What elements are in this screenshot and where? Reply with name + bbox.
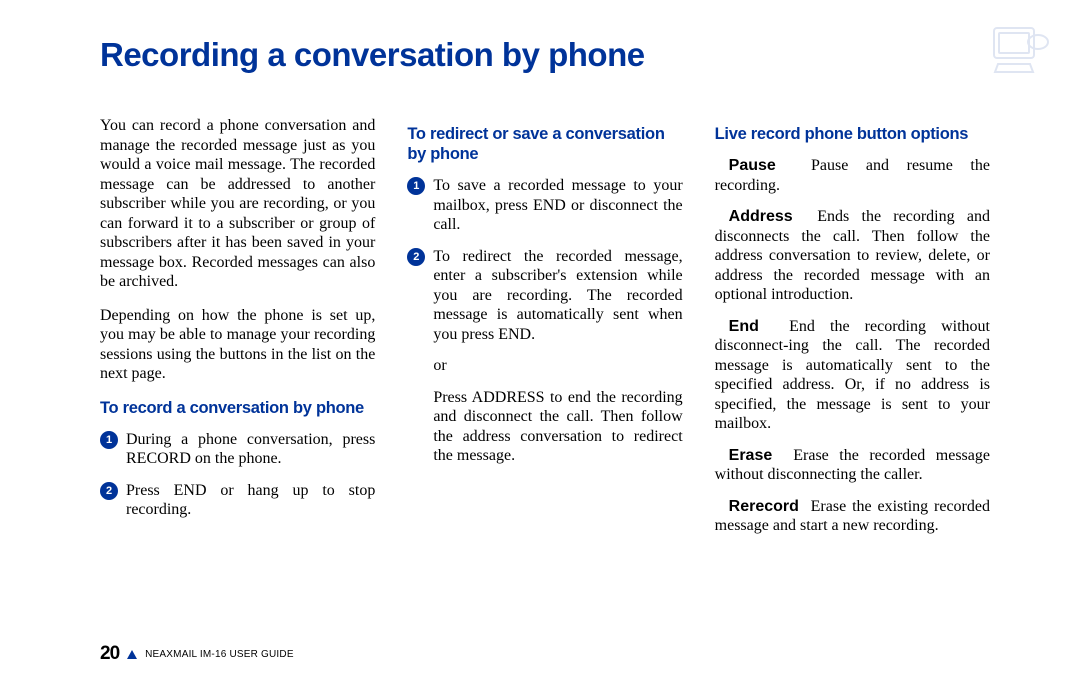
step-text: Press END or hang up to stop recording.	[126, 481, 375, 520]
section-heading-redirect: To redirect or save a conversation by ph…	[407, 124, 682, 164]
section-heading-record: To record a conversation by phone	[100, 398, 375, 418]
column-2: To redirect or save a conversation by ph…	[407, 116, 682, 548]
section-heading-options: Live record phone button options	[715, 124, 990, 144]
option-definition: End End the recording without disconnect…	[715, 317, 990, 434]
option-label: Pause	[729, 157, 776, 174]
triangle-icon	[127, 650, 137, 659]
content-columns: You can record a phone conversation and …	[100, 116, 990, 548]
redirect-after-paragraph: Press ADDRESS to end the recording and d…	[407, 388, 682, 466]
option-label: Erase	[729, 447, 773, 464]
step-item: 2 Press END or hang up to stop recording…	[100, 481, 375, 520]
step-item: 2 To redirect the recorded message, ente…	[407, 247, 682, 345]
option-label: Rerecord	[729, 498, 799, 515]
step-item: 1 To save a recorded message to your mai…	[407, 176, 682, 235]
step-number-icon: 1	[407, 177, 425, 195]
step-number-icon: 1	[100, 431, 118, 449]
option-definition: Pause Pause and resume the recording.	[715, 156, 990, 195]
step-item: 1 During a phone conversation, press REC…	[100, 430, 375, 469]
intro-paragraph-1: You can record a phone conversation and …	[100, 116, 375, 292]
page-footer: 20 NEAXMAIL IM-16 USER GUIDE	[100, 643, 294, 665]
page-title: Recording a conversation by phone	[100, 36, 990, 74]
option-definition: Address Ends the recording and disconnec…	[715, 207, 990, 305]
guide-label: NEAXMAIL IM-16 USER GUIDE	[145, 649, 294, 660]
page-number: 20	[100, 643, 119, 665]
column-3: Live record phone button options Pause P…	[715, 116, 990, 548]
option-definition: Erase Erase the recorded message without…	[715, 446, 990, 485]
column-1: You can record a phone conversation and …	[100, 116, 375, 548]
step-number-icon: 2	[407, 248, 425, 266]
step-text: To save a recorded message to your mailb…	[433, 176, 682, 235]
intro-paragraph-2: Depending on how the phone is set up, yo…	[100, 306, 375, 384]
or-text: or	[407, 356, 682, 376]
step-text: To redirect the recorded message, enter …	[433, 247, 682, 345]
option-definition: Rerecord Erase the existing recorded mes…	[715, 497, 990, 536]
step-number-icon: 2	[100, 482, 118, 500]
option-label: End	[729, 318, 759, 335]
step-text: During a phone conversation, press RECOR…	[126, 430, 375, 469]
computer-watermark-icon	[988, 22, 1052, 83]
option-label: Address	[729, 208, 793, 225]
